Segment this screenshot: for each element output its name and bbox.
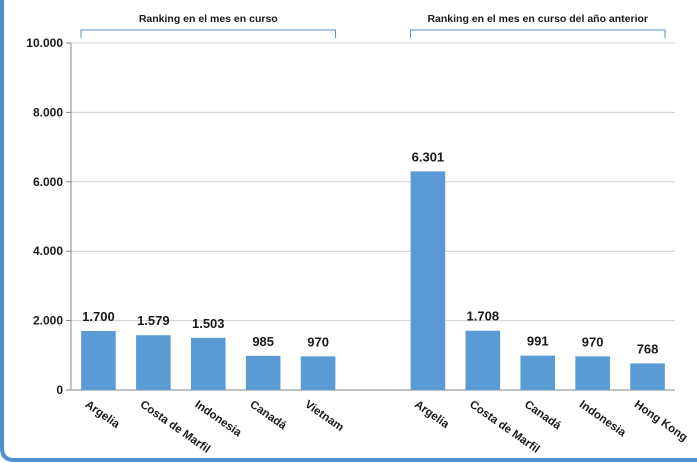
group-bracket — [409, 29, 666, 38]
bar — [465, 330, 501, 390]
y-tick-label: 10.000 — [26, 36, 63, 50]
group-brackets: Ranking en el mes en curso Ranking en el … — [80, 13, 666, 38]
grid-lines — [66, 42, 675, 391]
data-labels: 1.700 1.579 1.503 985 970 6.301 1.708 991 970 768 — [82, 149, 658, 356]
category-label: Vietnam — [302, 399, 345, 434]
category-label: Argelia — [83, 399, 122, 432]
category-label: Hong Kong — [632, 399, 690, 444]
y-tick-label: 2.000 — [33, 314, 63, 328]
data-label: 1.700 — [82, 309, 115, 324]
y-tick-label: 6.000 — [33, 175, 63, 189]
data-label: 970 — [307, 334, 329, 349]
bar — [630, 363, 665, 390]
bar — [245, 355, 281, 390]
axes — [70, 43, 675, 391]
data-label: 985 — [252, 334, 274, 349]
bar — [190, 337, 226, 390]
category-label: Canadá — [522, 399, 563, 433]
data-label: 1.708 — [467, 309, 500, 324]
data-label: 1.503 — [192, 316, 225, 331]
data-label: 970 — [582, 334, 604, 349]
bar — [575, 356, 610, 390]
bar — [136, 335, 171, 390]
bar — [410, 171, 446, 390]
group-title: Ranking en el mes en curso del año anter… — [427, 13, 648, 25]
group-bracket — [80, 29, 337, 38]
bar — [520, 355, 556, 390]
category-label: Indonesia — [577, 399, 628, 440]
y-tick-label: 8.000 — [33, 105, 63, 119]
data-label: 1.579 — [137, 313, 170, 328]
y-tick-label: 4.000 — [33, 244, 63, 258]
bar — [81, 331, 116, 390]
group-title: Ranking en el mes en curso — [139, 13, 278, 25]
category-label: Canadá — [247, 399, 288, 433]
bar — [300, 356, 336, 390]
data-label: 991 — [527, 334, 549, 349]
category-label: Indonesia — [193, 399, 244, 440]
y-tick-label: 0 — [56, 383, 63, 397]
category-label: Argelia — [412, 399, 451, 432]
data-label: 768 — [637, 341, 659, 356]
y-tick-labels: 0 2.000 4.000 6.000 8.000 10.000 — [26, 36, 63, 397]
data-label: 6.301 — [412, 149, 445, 164]
bars — [81, 171, 665, 390]
